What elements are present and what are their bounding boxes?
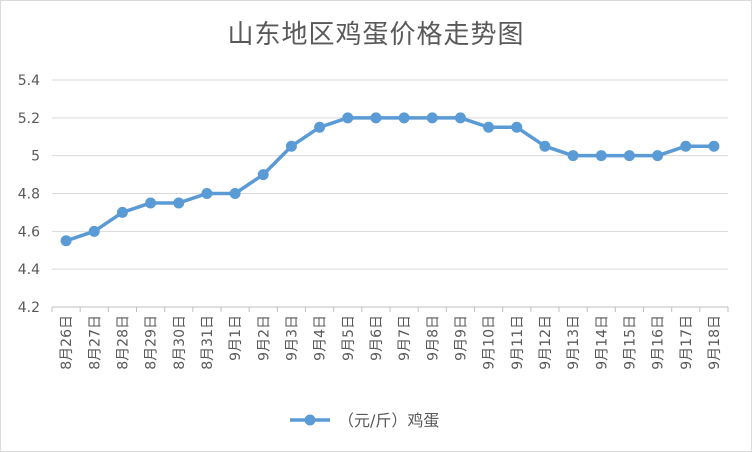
x-tick-label: 9月18日 bbox=[707, 315, 723, 370]
data-point bbox=[454, 112, 466, 124]
x-tick-label: 9月15日 bbox=[622, 315, 638, 370]
x-tick-label: 8月27日 bbox=[87, 315, 103, 370]
x-tick-label: 9月7日 bbox=[397, 315, 413, 361]
x-tick-label: 9月17日 bbox=[679, 315, 695, 370]
data-point bbox=[342, 112, 354, 124]
x-tick-label: 9月14日 bbox=[594, 315, 610, 370]
x-tick-label: 9月16日 bbox=[651, 315, 667, 370]
data-point bbox=[539, 140, 551, 152]
y-tick-label: 5 bbox=[31, 149, 40, 165]
legend-marker bbox=[304, 414, 316, 426]
y-tick-label: 4.2 bbox=[18, 300, 40, 316]
x-tick-label: 9月9日 bbox=[453, 315, 469, 361]
data-point bbox=[623, 150, 635, 162]
data-point bbox=[116, 206, 128, 218]
y-tick-label: 5.2 bbox=[18, 111, 40, 127]
chart-title: 山东地区鸡蛋价格走势图 bbox=[227, 20, 525, 50]
x-tick-label: 9月3日 bbox=[284, 315, 300, 361]
series-line bbox=[64, 116, 716, 243]
data-point bbox=[398, 112, 410, 124]
x-tick-label: 9月5日 bbox=[341, 315, 357, 361]
data-point bbox=[88, 225, 100, 237]
data-point bbox=[257, 169, 269, 181]
y-tick-label: 5.4 bbox=[18, 73, 40, 89]
data-point bbox=[60, 235, 72, 247]
y-tick-label: 4.8 bbox=[18, 187, 40, 203]
x-tick-label: 9月10日 bbox=[482, 315, 498, 370]
data-point bbox=[370, 112, 382, 124]
data-point bbox=[567, 150, 579, 162]
data-point bbox=[145, 197, 157, 209]
data-point bbox=[426, 112, 438, 124]
x-tick-label: 8月26日 bbox=[59, 315, 75, 370]
x-tick-label: 9月8日 bbox=[425, 315, 441, 361]
data-point bbox=[173, 197, 185, 209]
x-tick-label: 9月1日 bbox=[228, 315, 244, 361]
data-point bbox=[708, 140, 720, 152]
x-tick-label: 9月12日 bbox=[538, 315, 554, 370]
data-point bbox=[483, 121, 495, 133]
y-tick-label: 4.4 bbox=[18, 262, 40, 278]
data-point bbox=[652, 150, 664, 162]
data-point bbox=[595, 150, 607, 162]
x-tick-label: 9月13日 bbox=[566, 315, 582, 370]
x-tick-label: 9月2日 bbox=[256, 315, 272, 361]
x-tick-label: 8月28日 bbox=[115, 315, 131, 370]
legend-label: （元/斤）鸡蛋 bbox=[338, 411, 439, 430]
x-tick-label: 8月30日 bbox=[172, 315, 188, 370]
x-tick-label: 9月6日 bbox=[369, 315, 385, 361]
x-tick-label: 9月4日 bbox=[313, 315, 329, 361]
x-tick-label: 9月11日 bbox=[510, 315, 526, 370]
data-point bbox=[201, 188, 213, 199]
data-point bbox=[511, 121, 523, 133]
data-point bbox=[285, 140, 297, 152]
y-tick-label: 4.6 bbox=[18, 224, 40, 240]
data-point bbox=[680, 140, 692, 152]
data-point bbox=[314, 121, 326, 133]
x-tick-label: 8月31日 bbox=[200, 315, 216, 370]
x-tick-label: 8月29日 bbox=[144, 315, 160, 370]
data-point bbox=[229, 188, 241, 199]
